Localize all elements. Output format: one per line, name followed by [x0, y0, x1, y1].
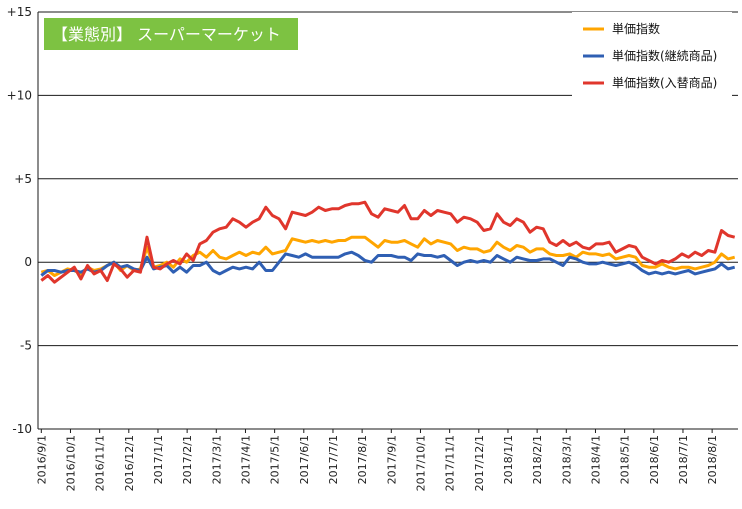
x-tick-label: 2016/10/1	[64, 435, 77, 491]
y-tick-label: +5	[14, 172, 32, 186]
x-tick-label: 2016/9/1	[35, 435, 48, 484]
series-line-3	[40, 200, 736, 284]
x-tick-label: 2017/1/1	[152, 435, 165, 484]
legend-label: 単価指数	[612, 21, 660, 36]
legend-label: 単価指数(入替商品)	[612, 75, 717, 90]
x-tick-label: 2016/12/1	[123, 435, 136, 491]
series-line-1	[40, 235, 736, 277]
series-lines	[40, 200, 736, 284]
x-tick-label: 2018/2/1	[531, 435, 544, 484]
x-tick-label: 2017/12/1	[473, 435, 486, 491]
y-tick-label: +10	[7, 88, 32, 102]
x-tick-label: 2017/8/1	[356, 435, 369, 484]
x-tick-label: 2018/8/1	[706, 435, 719, 484]
x-tick-label: 2018/7/1	[677, 435, 690, 484]
x-tick-label: 2017/5/1	[269, 435, 282, 484]
x-tick-label: 2017/6/1	[298, 435, 311, 484]
grid-lines	[37, 11, 738, 433]
x-tick-label: 2017/4/1	[239, 435, 252, 484]
chart-title: 【業態別】 スーパーマーケット	[52, 25, 281, 44]
x-tick-label: 2018/4/1	[589, 435, 602, 484]
x-tick-label: 2017/9/1	[385, 435, 398, 484]
y-tick-label: -10	[12, 422, 32, 436]
x-tick-label: 2018/5/1	[619, 435, 632, 484]
x-tick-label: 2018/3/1	[560, 435, 573, 484]
x-tick-label: 2018/1/1	[502, 435, 515, 484]
x-axis-ticks: 2016/9/1 2016/10/1 2016/11/1 2016/12/1 2017/…	[35, 435, 719, 491]
x-tick-label: 2018/6/1	[648, 435, 661, 484]
y-axis-ticks: +15 +10 +5 0 -5 -10	[7, 5, 32, 436]
x-tick-label: 2017/10/1	[414, 435, 427, 491]
legend-label: 単価指数(継続商品)	[612, 48, 717, 63]
y-tick-label: 0	[24, 255, 32, 269]
y-tick-label: +15	[7, 5, 32, 19]
x-tick-label: 2017/2/1	[181, 435, 194, 484]
x-tick-label: 2017/11/1	[444, 435, 457, 491]
title-badge	[44, 18, 298, 50]
x-tick-label: 2016/11/1	[94, 435, 107, 491]
x-tick-label: 2017/3/1	[210, 435, 223, 484]
y-tick-label: -5	[20, 339, 32, 353]
x-tick-label: 2017/7/1	[327, 435, 340, 484]
